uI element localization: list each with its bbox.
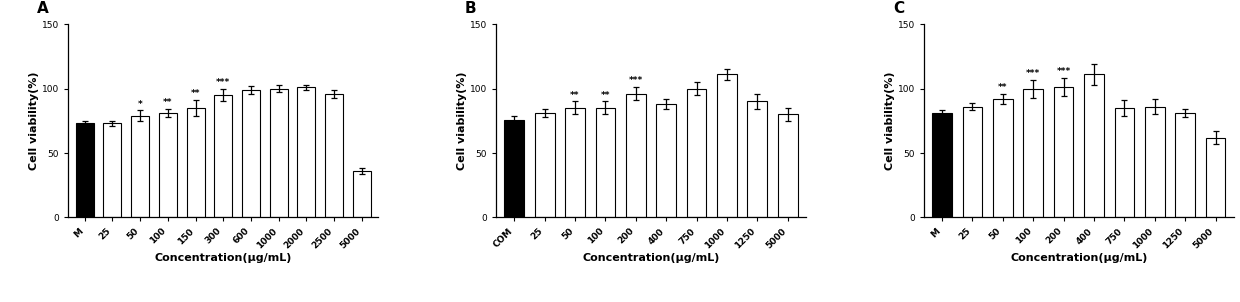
Bar bbox=[159, 113, 177, 217]
Bar bbox=[595, 108, 615, 217]
Bar bbox=[1054, 87, 1074, 217]
Bar bbox=[76, 124, 94, 217]
Bar bbox=[298, 87, 315, 217]
Bar bbox=[1145, 107, 1164, 217]
Text: A: A bbox=[37, 2, 48, 16]
Bar bbox=[565, 108, 585, 217]
Bar bbox=[352, 171, 371, 217]
Bar bbox=[215, 95, 232, 217]
Text: **: ** bbox=[164, 98, 172, 107]
Bar bbox=[1023, 88, 1043, 217]
Bar bbox=[505, 120, 525, 217]
Text: *: * bbox=[138, 100, 143, 108]
Text: **: ** bbox=[998, 83, 1008, 92]
Y-axis label: Cell viability(%): Cell viability(%) bbox=[458, 72, 467, 170]
Bar bbox=[1115, 108, 1135, 217]
Bar bbox=[242, 90, 260, 217]
Bar bbox=[131, 116, 149, 217]
Text: ***: *** bbox=[216, 78, 231, 87]
Bar bbox=[993, 99, 1013, 217]
X-axis label: Concentration(μg/mL): Concentration(μg/mL) bbox=[1011, 253, 1147, 263]
Bar bbox=[325, 94, 343, 217]
Text: ***: *** bbox=[1056, 67, 1070, 76]
Bar bbox=[932, 113, 952, 217]
Bar bbox=[717, 74, 737, 217]
Bar bbox=[748, 101, 768, 217]
Y-axis label: Cell viability(%): Cell viability(%) bbox=[30, 72, 40, 170]
Bar bbox=[186, 108, 205, 217]
Text: **: ** bbox=[570, 91, 580, 100]
Bar bbox=[962, 107, 982, 217]
Bar bbox=[269, 88, 288, 217]
Bar bbox=[103, 124, 122, 217]
Bar bbox=[534, 113, 554, 217]
Text: ***: *** bbox=[629, 76, 642, 85]
Text: **: ** bbox=[191, 89, 201, 98]
Text: ***: *** bbox=[1025, 69, 1040, 78]
Bar bbox=[656, 104, 676, 217]
Y-axis label: Cell viability(%): Cell viability(%) bbox=[885, 72, 895, 170]
Bar bbox=[687, 88, 707, 217]
X-axis label: Concentration(μg/mL): Concentration(μg/mL) bbox=[155, 253, 291, 263]
X-axis label: Concentration(μg/mL): Concentration(μg/mL) bbox=[583, 253, 719, 263]
Bar bbox=[1084, 74, 1104, 217]
Text: C: C bbox=[893, 2, 904, 16]
Bar bbox=[1176, 113, 1195, 217]
Text: B: B bbox=[465, 2, 476, 16]
Bar bbox=[626, 94, 646, 217]
Text: **: ** bbox=[600, 91, 610, 100]
Bar bbox=[1205, 137, 1225, 217]
Bar bbox=[777, 114, 797, 217]
